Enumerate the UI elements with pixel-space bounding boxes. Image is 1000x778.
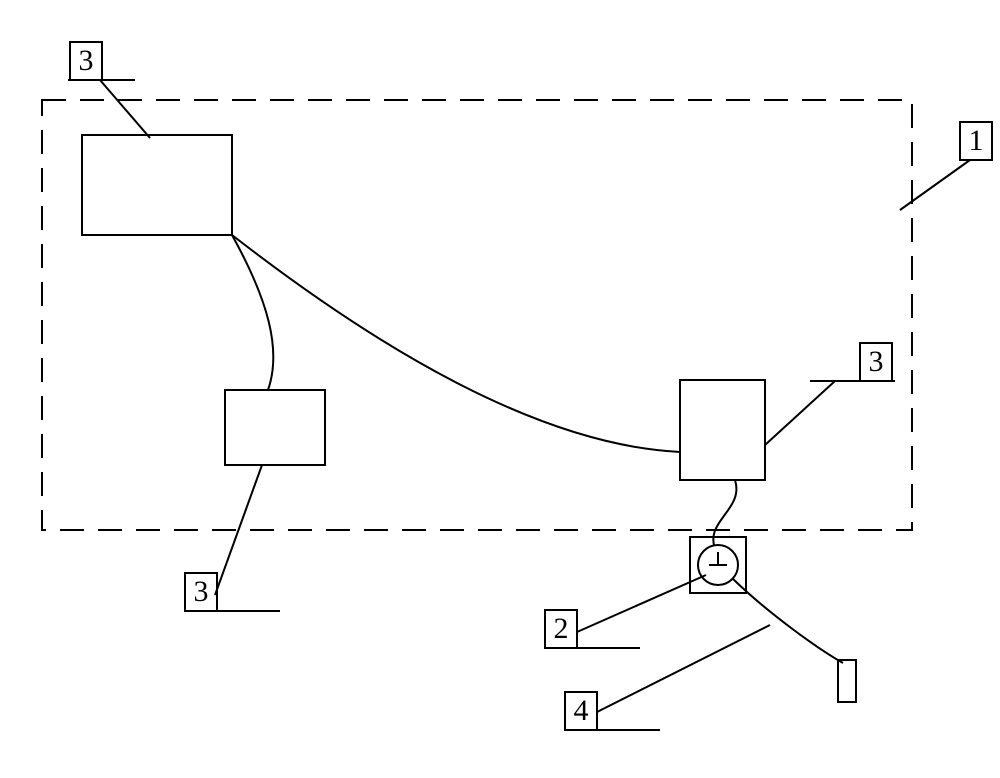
connection-curve_to_sensor xyxy=(713,480,736,545)
callout-c1-leader xyxy=(900,160,970,210)
callout-c3b-label: 3 xyxy=(194,575,209,608)
connection-curve_to_mid xyxy=(232,235,273,390)
callout-c2-leader xyxy=(577,575,706,632)
schematic-diagram: 1 2 3 3 3 4 xyxy=(0,0,1000,778)
boundary-box xyxy=(42,100,912,530)
connection-curve_to_right xyxy=(232,235,680,452)
callout-c3c-leader xyxy=(765,381,835,445)
callout-c3c-label: 3 xyxy=(869,345,884,378)
callout-c1-label: 1 xyxy=(969,124,984,157)
callout-c2-label: 2 xyxy=(554,612,569,645)
callout-c4-leader xyxy=(597,625,770,712)
callout-c3a-leader xyxy=(100,80,150,138)
node-box-top-left xyxy=(82,135,232,235)
connection-curve_to_tiny xyxy=(732,578,843,663)
node-box-right xyxy=(680,380,765,480)
node-box-mid xyxy=(225,390,325,465)
callout-c4-label: 4 xyxy=(574,694,589,727)
node-box-tiny xyxy=(838,660,856,702)
callout-c3a-label: 3 xyxy=(79,44,94,77)
